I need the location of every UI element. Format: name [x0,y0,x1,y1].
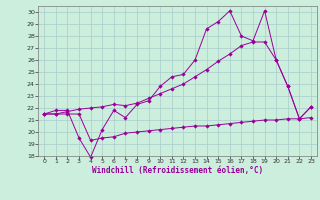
X-axis label: Windchill (Refroidissement éolien,°C): Windchill (Refroidissement éolien,°C) [92,166,263,175]
